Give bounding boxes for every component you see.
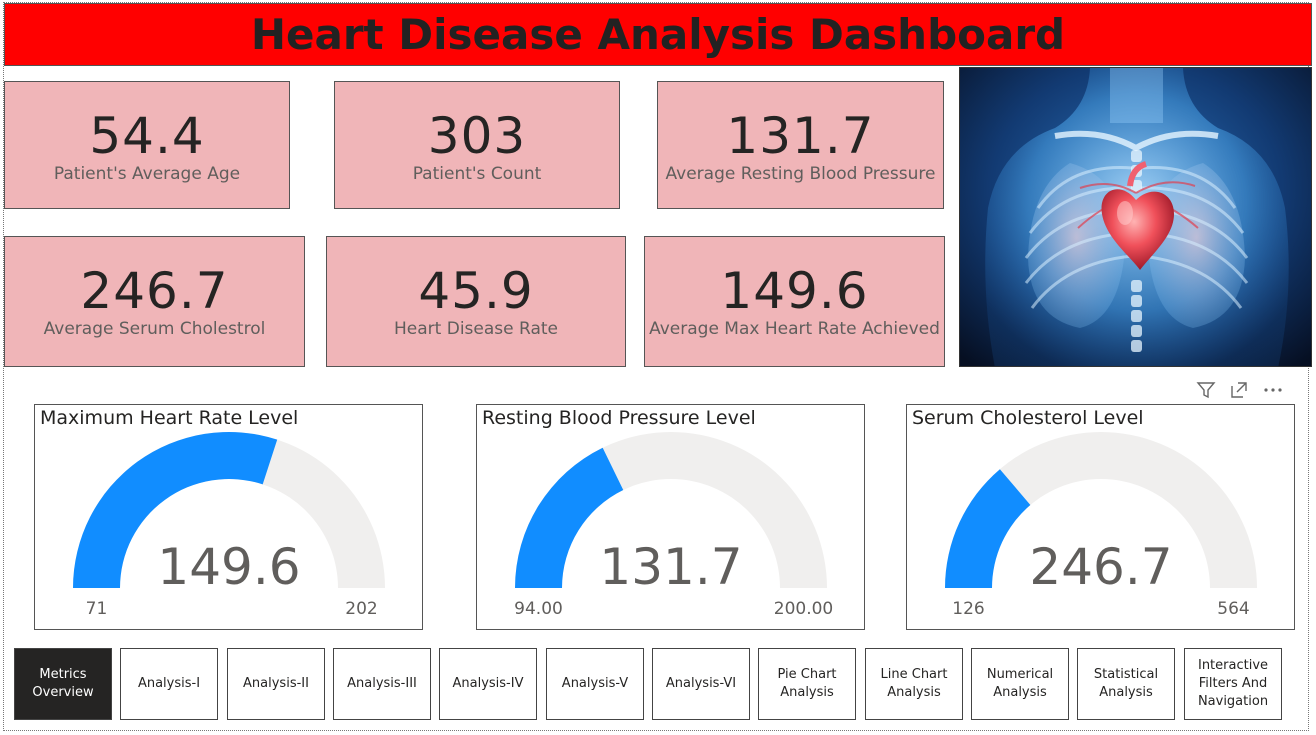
kpi-card-average-age[interactable]: 54.4 Patient's Average Age	[4, 81, 290, 209]
nav-button-label: Statistical Analysis	[1093, 667, 1159, 700]
gauge-max-label: 202	[345, 599, 377, 619]
nav-button-label: Analysis-V	[561, 676, 629, 691]
visual-header-toolbar	[1196, 379, 1296, 401]
gauge-card-max-heart-rate[interactable]: 149.6 71 202 Maximum Heart Rate Level	[34, 404, 423, 630]
heart-anatomy-illustration	[960, 68, 1311, 366]
nav-button-statistical-analysis[interactable]: Statistical Analysis	[1077, 648, 1175, 720]
kpi-label: Average Serum Cholestrol	[43, 319, 266, 339]
gauge-max-label: 564	[1217, 599, 1249, 619]
nav-button-label: Metrics Overview	[32, 667, 94, 700]
nav-button-analysis-i[interactable]: Analysis-I	[120, 648, 218, 720]
filter-icon[interactable]	[1196, 380, 1216, 400]
title-banner: Heart Disease Analysis Dashboard	[4, 3, 1312, 66]
kpi-card-max-heart-rate[interactable]: 149.6 Average Max Heart Rate Achieved	[644, 236, 945, 367]
gauge-max-label: 200.00	[774, 599, 833, 619]
gauge-value-label: 149.6	[157, 538, 300, 596]
nav-button-analysis-iii[interactable]: Analysis-III	[333, 648, 431, 720]
nav-button-analysis-vi[interactable]: Analysis-VI	[652, 648, 750, 720]
gauge-value-label: 246.7	[1029, 538, 1172, 596]
gauge-value-arc	[945, 469, 1031, 588]
gauge-value-arc	[515, 447, 624, 588]
gauge-min-label: 71	[86, 599, 108, 619]
nav-button-label: Analysis-II	[243, 676, 309, 691]
nav-button-label: Analysis-IV	[452, 676, 524, 691]
nav-button-line-chart-analysis[interactable]: Line Chart Analysis	[865, 648, 963, 720]
nav-button-analysis-v[interactable]: Analysis-V	[546, 648, 644, 720]
kpi-label: Average Max Heart Rate Achieved	[649, 319, 940, 339]
kpi-value: 131.7	[726, 107, 875, 165]
nav-button-pie-chart-analysis[interactable]: Pie Chart Analysis	[758, 648, 856, 720]
kpi-label: Patient's Average Age	[53, 164, 241, 184]
gauge-value-label: 131.7	[599, 538, 742, 596]
kpi-value: 246.7	[80, 262, 229, 320]
focus-mode-icon[interactable]	[1229, 380, 1249, 400]
more-options-icon[interactable]	[1262, 380, 1284, 400]
kpi-card-heart-disease-rate[interactable]: 45.9 Heart Disease Rate	[326, 236, 626, 367]
gauge-title: Maximum Heart Rate Level	[40, 407, 299, 429]
kpi-label: Heart Disease Rate	[394, 319, 558, 339]
gauge-title: Serum Cholesterol Level	[912, 407, 1144, 429]
gauge-chart: 131.7 94.00 200.00	[514, 432, 833, 619]
nav-button-label: Numerical Analysis	[986, 667, 1054, 700]
nav-button-analysis-ii[interactable]: Analysis-II	[227, 648, 325, 720]
nav-button-metrics-overview[interactable]: Metrics Overview	[14, 648, 112, 720]
gauge-card-serum-cholesterol[interactable]: 246.7 126 564 Serum Cholesterol Level	[906, 404, 1295, 630]
heart-anatomy-image	[959, 67, 1312, 367]
nav-button-label: Analysis-I	[137, 676, 201, 691]
kpi-value: 149.6	[720, 262, 869, 320]
kpi-label: Average Resting Blood Pressure	[665, 164, 936, 184]
kpi-value: 54.4	[89, 107, 205, 165]
nav-button-label: Analysis-III	[347, 676, 417, 691]
nav-button-numerical-analysis[interactable]: Numerical Analysis	[971, 648, 1069, 720]
nav-button-label: Interactive Filters And Navigation	[1197, 658, 1269, 709]
kpi-card-serum-cholesterol[interactable]: 246.7 Average Serum Cholestrol	[4, 236, 305, 367]
kpi-label: Patient's Count	[412, 164, 542, 184]
kpi-card-patient-count[interactable]: 303 Patient's Count	[334, 81, 620, 209]
kpi-value: 45.9	[418, 262, 534, 320]
gauge-track	[945, 432, 1257, 588]
nav-button-label: Line Chart Analysis	[880, 667, 948, 700]
gauge-min-label: 126	[952, 599, 984, 619]
gauge-value-arc	[73, 431, 278, 588]
nav-button-label: Analysis-VI	[665, 676, 737, 691]
nav-button-label: Pie Chart Analysis	[777, 667, 837, 700]
kpi-card-resting-bp[interactable]: 131.7 Average Resting Blood Pressure	[657, 81, 944, 209]
gauge-card-resting-bp[interactable]: 131.7 94.00 200.00 Resting Blood Pressure …	[476, 404, 865, 630]
kpi-value: 303	[427, 107, 527, 165]
page-title: Heart Disease Analysis Dashboard	[250, 10, 1066, 59]
nav-button-interactive-filters[interactable]: Interactive Filters And Navigation	[1184, 648, 1282, 720]
gauge-min-label: 94.00	[514, 599, 563, 619]
gauge-chart: 246.7 126 564	[945, 432, 1257, 619]
gauge-chart: 149.6 71 202	[73, 431, 385, 619]
gauge-title: Resting Blood Pressure Level	[482, 407, 756, 429]
nav-button-analysis-iv[interactable]: Analysis-IV	[439, 648, 537, 720]
